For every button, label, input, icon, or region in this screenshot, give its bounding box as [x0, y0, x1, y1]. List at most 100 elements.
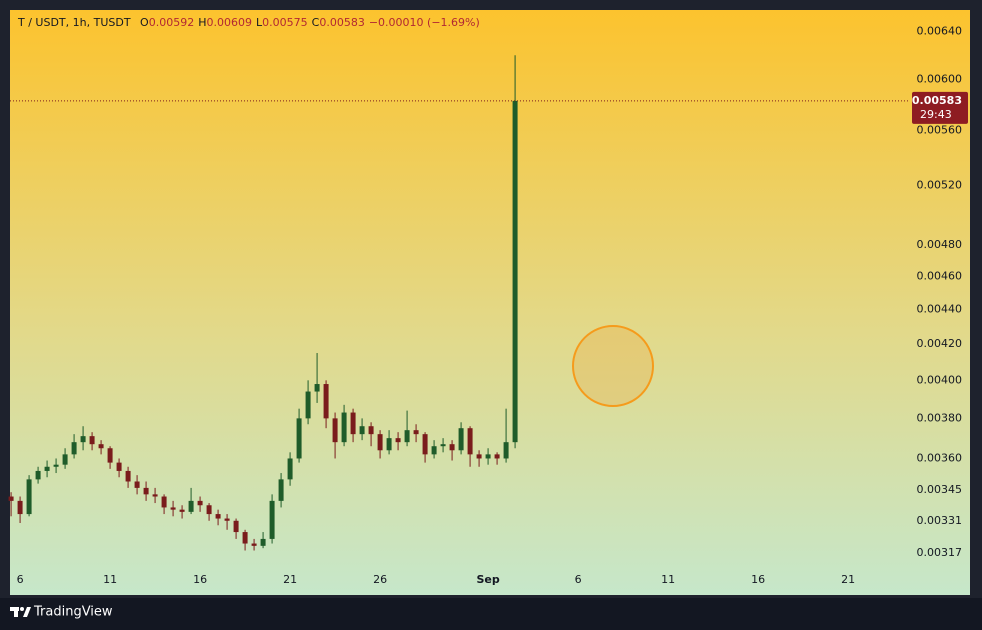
candle-body	[287, 458, 293, 480]
candle-body	[467, 428, 473, 455]
y-tick-label: 0.00640	[917, 25, 963, 38]
candle-body	[503, 442, 509, 459]
candle-body	[62, 454, 68, 465]
logo-shape	[14, 607, 18, 617]
logo	[10, 607, 31, 617]
ohlc-key: C	[312, 16, 320, 29]
y-tick-label: 0.00600	[917, 73, 963, 86]
candle-body	[53, 464, 59, 467]
ohlc-key: H	[198, 16, 206, 29]
candle-body	[80, 436, 86, 443]
candle-body	[71, 442, 77, 455]
candle-body	[233, 520, 239, 533]
candle-body	[404, 430, 410, 443]
candle-body	[143, 487, 149, 495]
x-tick-label: 21	[283, 573, 297, 586]
x-tick-label: 11	[103, 573, 117, 586]
symbol: T / USDT, 1h, TUSDT	[17, 16, 131, 29]
candle-body	[98, 444, 104, 449]
candle-body	[422, 434, 428, 455]
ohlc-key: O	[140, 16, 149, 29]
candle-body	[26, 479, 32, 515]
candle-body	[431, 446, 437, 455]
candle-body	[251, 543, 257, 546]
last-price-label: 0.00583	[912, 94, 962, 107]
y-tick-label: 0.00460	[917, 270, 963, 283]
candle-body	[152, 494, 158, 497]
candle-body	[242, 532, 248, 544]
x-tick-label: 21	[841, 573, 855, 586]
candle-body	[107, 448, 113, 463]
ohlc-value: 0.00583	[319, 16, 365, 29]
highlight-circle	[572, 325, 654, 407]
candle-body	[494, 454, 500, 459]
candle-body	[206, 505, 212, 515]
y-tick-label: 0.00480	[917, 238, 963, 251]
ohlc-value: 0.00609	[207, 16, 253, 29]
candle-body	[323, 384, 329, 419]
countdown: 29:43	[920, 108, 952, 121]
candle-body	[296, 418, 302, 459]
candle-body	[350, 412, 356, 435]
logo-shape	[20, 607, 24, 611]
candle-body	[17, 500, 23, 515]
y-tick-label: 0.00400	[917, 373, 963, 386]
candle-body	[440, 444, 446, 447]
x-tick-label: 16	[751, 573, 765, 586]
y-tick-label: 0.00420	[917, 337, 963, 350]
candle-body	[413, 430, 419, 435]
chart-panel	[10, 10, 970, 595]
candle-body	[260, 538, 266, 546]
footer-bar	[0, 598, 982, 630]
candle-body	[458, 428, 464, 451]
candle-body	[341, 412, 347, 443]
candle-body	[278, 479, 284, 501]
candle-body	[35, 470, 41, 480]
candle-body	[476, 454, 482, 459]
y-tick-label: 0.00560	[917, 124, 963, 137]
y-tick-label: 0.00345	[917, 483, 963, 496]
change: −0.00010 (−1.69%)	[369, 16, 480, 29]
candle-body	[215, 514, 221, 519]
candle-body	[368, 426, 374, 435]
x-tick-label: 11	[661, 573, 675, 586]
x-tick-label: 6	[17, 573, 24, 586]
y-tick-label: 0.00380	[917, 411, 963, 424]
y-tick-label: 0.00440	[917, 303, 963, 316]
ohlc-value: 0.00575	[262, 16, 308, 29]
candle-body	[377, 434, 383, 451]
x-tick-label: 26	[373, 573, 387, 586]
candle-body	[314, 384, 320, 392]
candle-body	[512, 100, 518, 443]
candle-body	[305, 391, 311, 419]
x-tick-label: 16	[193, 573, 207, 586]
candle-body	[395, 438, 401, 443]
last-price-box	[912, 91, 968, 124]
plot	[8, 55, 518, 551]
candle-body	[116, 462, 122, 471]
ohlc-value: 0.00592	[149, 16, 195, 29]
y-tick-label: 0.00360	[917, 451, 963, 464]
ohlc-key: L	[256, 16, 263, 29]
y-tick-label: 0.00331	[917, 514, 963, 527]
candle-body	[224, 518, 230, 521]
x-tick-label: Sep	[476, 573, 499, 586]
x-tick-label: 6	[575, 573, 582, 586]
candle-body	[89, 436, 95, 445]
candle-body	[332, 418, 338, 443]
candle-body	[485, 454, 491, 459]
logo-shape	[23, 607, 31, 617]
candle-body	[449, 444, 455, 451]
candle-body	[188, 500, 194, 512]
legend-header: T / USDT, 1h, TUSDT O0.00592 H0.00609 L0.0…	[17, 16, 480, 29]
candle-body	[125, 470, 131, 482]
candle-body	[179, 509, 185, 512]
y-tick-label: 0.00520	[917, 179, 963, 192]
y-tick-label: 0.00317	[917, 546, 963, 559]
candle-body	[8, 496, 14, 501]
candle-body	[134, 481, 140, 488]
candle-body	[386, 438, 392, 451]
candle-body	[161, 496, 167, 508]
